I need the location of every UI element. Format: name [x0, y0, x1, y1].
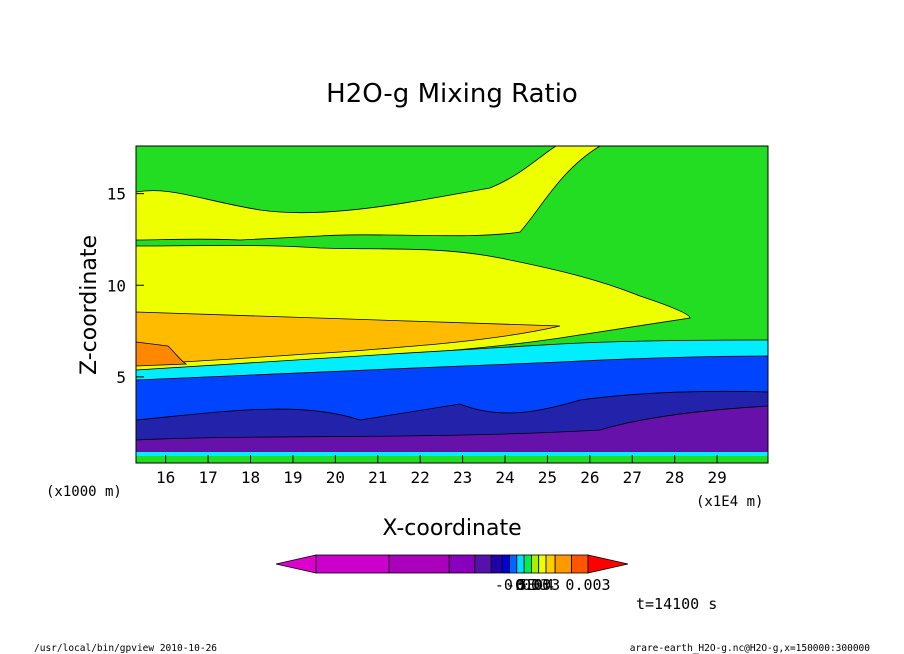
field-bottom-green [136, 456, 768, 463]
x-tick-label: 20 [326, 468, 345, 487]
x-tick-label: 19 [283, 468, 302, 487]
time-label: t=14100 s [636, 595, 717, 613]
colorbar-segment [388, 554, 450, 574]
x-unit-right: (x1E4 m) [696, 494, 763, 510]
x-tick-label: 18 [241, 468, 260, 487]
field-purple [136, 405, 768, 463]
x-tick-label: 23 [453, 468, 472, 487]
colorbar-segment [538, 554, 547, 574]
colorbar-segment [571, 554, 589, 574]
colorbar-right-arrow [587, 554, 629, 574]
colorbar-segment [474, 554, 492, 574]
x-tick-label: 25 [538, 468, 557, 487]
x-tick-label: 27 [623, 468, 642, 487]
y-axis-ticks: 5 10 15 [107, 185, 144, 387]
x-tick-label: 21 [368, 468, 387, 487]
y-tick-label: 5 [116, 368, 126, 387]
colorbar-label-3: 0.0 [516, 576, 543, 594]
colorbar-segment [490, 554, 503, 574]
contour-field [136, 146, 768, 463]
y-tick-label: 10 [107, 276, 126, 295]
colorbar-label-2: -0.003 [506, 576, 560, 594]
x-tick-label: 22 [411, 468, 430, 487]
colorbar-segment [516, 554, 525, 574]
field-dark-orange [136, 341, 188, 367]
plot-frame [135, 145, 769, 464]
y-axis-title: Z-coordinate [77, 235, 102, 375]
chart-title: H2O-g Mixing Ratio [326, 79, 578, 109]
colorbar-segment [501, 554, 510, 574]
footer-left: /usr/local/bin/gpview 2010-10-26 [34, 643, 217, 654]
colorbar [275, 554, 629, 574]
x-tick-label: 24 [495, 468, 514, 487]
colorbar-segment [315, 554, 390, 574]
x-axis-title: X-coordinate [382, 516, 521, 541]
footer-right: arare-earth_H2O-g.nc@H2O-g,x=150000:3000… [630, 643, 870, 654]
colorbar-segment [554, 554, 572, 574]
x-tick-label: 17 [198, 468, 217, 487]
x-tick-label: 28 [665, 468, 684, 487]
colorbar-left-arrow [275, 554, 317, 574]
x-tick-label: 29 [707, 468, 726, 487]
colorbar-label-4: 5E-4 [518, 576, 554, 594]
colorbar-segment [531, 554, 540, 574]
colorbar-segment [545, 554, 556, 574]
y-tick-label: 15 [107, 185, 126, 204]
colorbar-segment [448, 554, 476, 574]
field-orange [136, 311, 561, 365]
colorbar-label-1: -0.003 [495, 576, 549, 594]
x-axis-ticks: 16 17 18 19 20 21 22 23 24 25 26 27 28 29 [156, 455, 727, 487]
colorbar-segment [523, 554, 532, 574]
x-tick-label: 16 [156, 468, 175, 487]
colorbar-segment [509, 554, 518, 574]
colorbar-label-5: 0.003 [565, 576, 610, 594]
x-tick-label: 26 [580, 468, 599, 487]
x-unit-left: (x1000 m) [46, 484, 122, 500]
